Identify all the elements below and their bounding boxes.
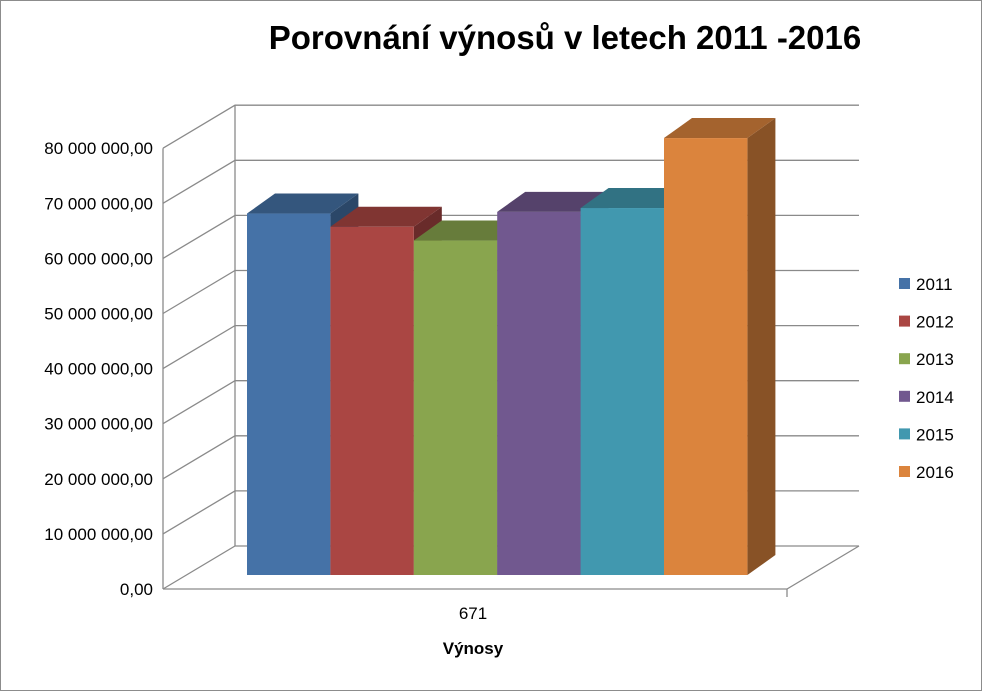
legend-swatch	[899, 466, 910, 477]
x-category-label: 671	[459, 604, 487, 623]
legend-label: 2014	[916, 388, 954, 407]
legend-label: 2013	[916, 350, 954, 369]
legend: 2011 2012 2013 2014 2015 2016	[899, 275, 954, 482]
legend-item-2015: 2015	[899, 425, 954, 444]
legend-label: 2016	[916, 463, 954, 482]
bar-top	[664, 118, 776, 139]
chart-title: Porovnání výnosů v letech 2011 -2016	[269, 19, 861, 56]
bar-front	[247, 213, 331, 575]
y-tick-label: 80 000 000,00	[44, 139, 153, 158]
legend-label: 2015	[916, 425, 954, 444]
bar-front	[330, 226, 414, 575]
axis-labels: 0,00 10 000 000,00 20 000 000,00 30 000 000…	[44, 139, 153, 599]
legend-item-2014: 2014	[899, 388, 954, 407]
bar-front	[413, 240, 498, 575]
y-tick-label: 10 000 000,00	[44, 525, 153, 544]
bar-top	[497, 191, 609, 212]
x-axis-title: Výnosy	[443, 639, 504, 658]
legend-item-2016: 2016	[899, 463, 954, 482]
y-tick-label: 70 000 000,00	[44, 194, 153, 213]
y-tick-label: 30 000 000,00	[44, 415, 153, 434]
bar-top	[247, 193, 359, 214]
y-tick-label: 20 000 000,00	[44, 470, 153, 489]
legend-item-2012: 2012	[899, 313, 954, 332]
bars-layer	[247, 118, 776, 576]
legend-swatch	[899, 353, 910, 365]
legend-swatch	[899, 428, 910, 440]
legend-swatch	[899, 390, 910, 402]
legend-swatch	[899, 315, 910, 327]
bar-top	[330, 206, 442, 227]
y-tick-label: 40 000 000,00	[44, 360, 153, 379]
bar-2016	[664, 118, 776, 575]
grid-layer	[162, 104, 860, 597]
legend-swatch	[899, 278, 910, 289]
bar-front	[497, 211, 581, 576]
legend-item-2013: 2013	[899, 350, 954, 369]
legend-label: 2011	[916, 275, 953, 294]
y-tick-label: 50 000 000,00	[44, 305, 153, 324]
bar-side	[747, 118, 776, 575]
y-tick-label: 60 000 000,00	[44, 249, 153, 268]
bar-front	[664, 138, 748, 575]
y-tick-label: 0,00	[120, 580, 153, 599]
bar-front	[580, 208, 664, 575]
legend-item-2011: 2011	[899, 275, 953, 294]
legend-label: 2012	[916, 313, 954, 332]
